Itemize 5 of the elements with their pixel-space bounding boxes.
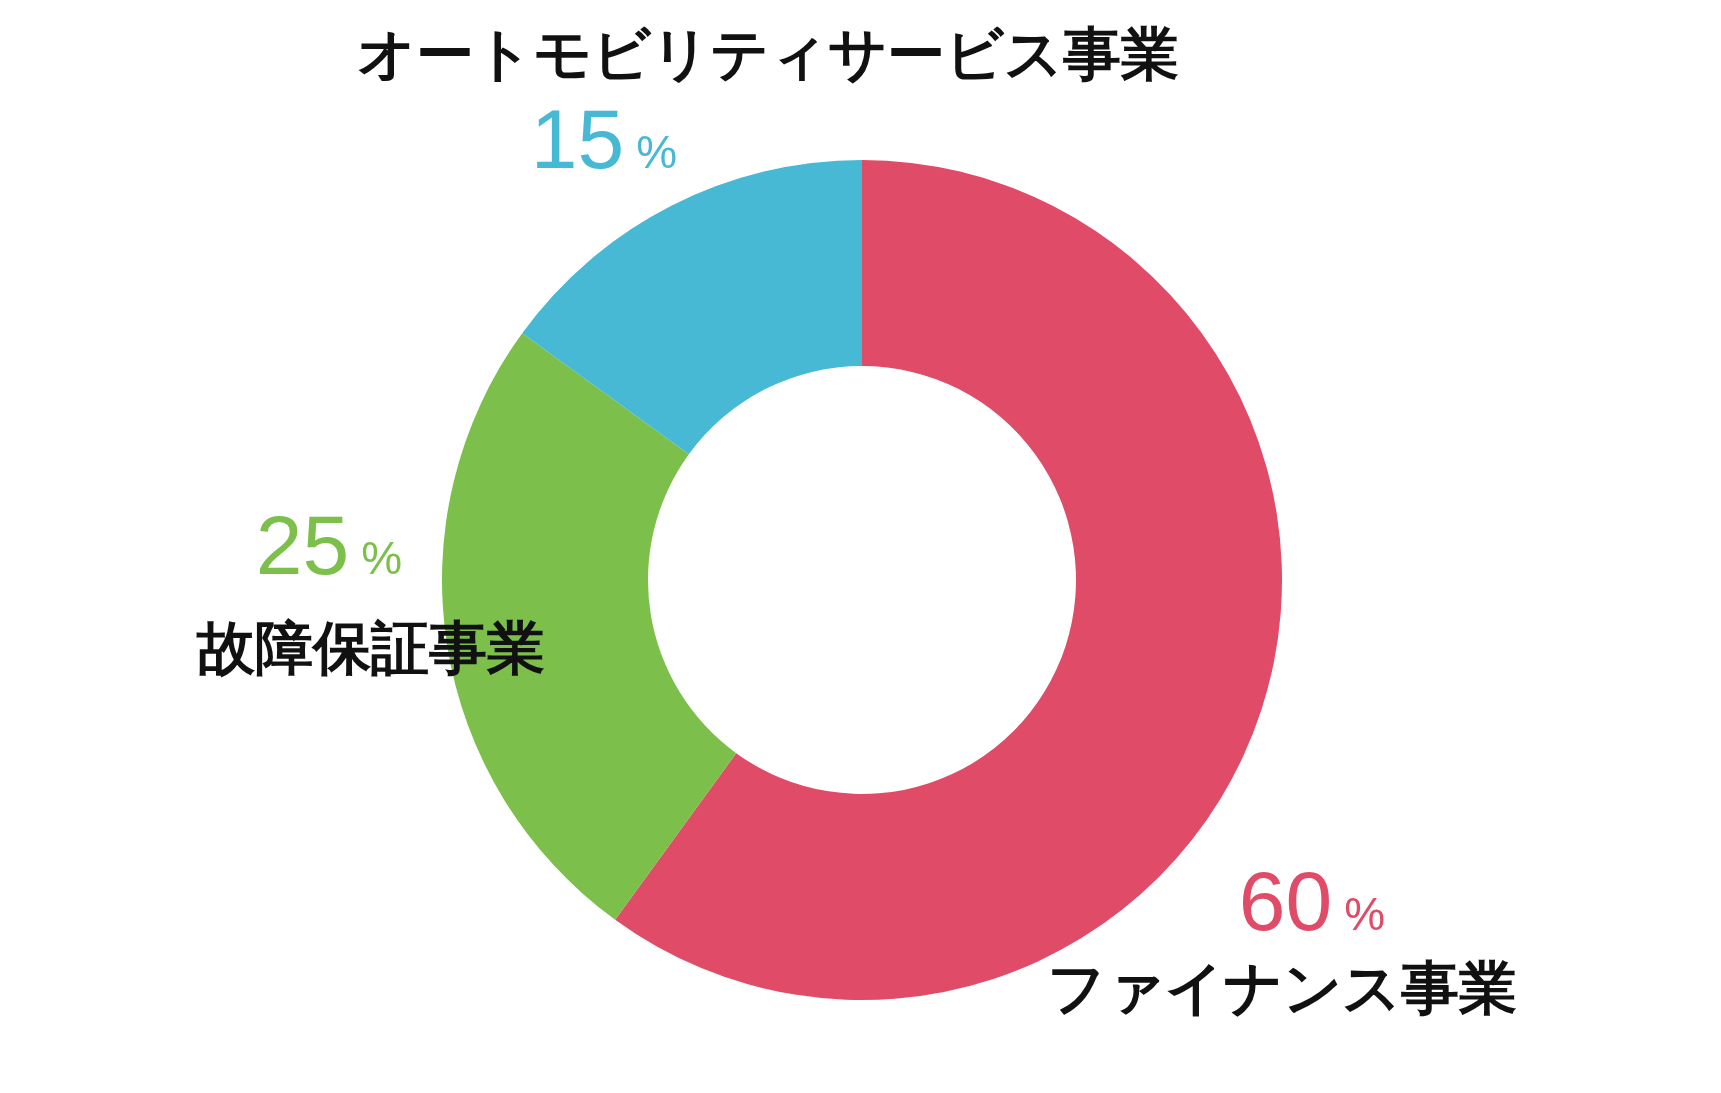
data-label: 25% xyxy=(255,498,403,592)
data-label: 15% xyxy=(530,92,678,186)
slice-label: オートモビリティサービス事業 xyxy=(357,20,1179,88)
slice-label: ファイナンス事業 xyxy=(1047,954,1517,1022)
data-label: 60% xyxy=(1238,854,1386,948)
